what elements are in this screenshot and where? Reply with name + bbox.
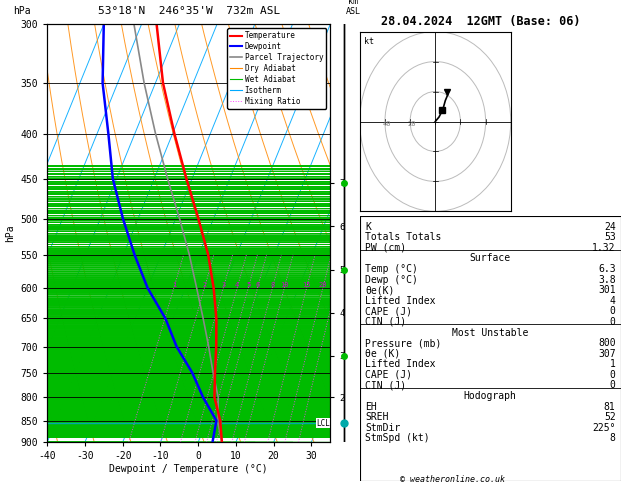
Text: θe(K): θe(K) xyxy=(365,285,394,295)
Text: 8: 8 xyxy=(610,434,616,443)
Text: PW (cm): PW (cm) xyxy=(365,243,406,253)
Text: 2: 2 xyxy=(203,282,206,288)
Text: 307: 307 xyxy=(598,349,616,359)
Text: 20: 20 xyxy=(319,282,327,288)
Text: 28.04.2024  12GMT (Base: 06): 28.04.2024 12GMT (Base: 06) xyxy=(381,15,581,28)
Text: 0: 0 xyxy=(610,306,616,316)
Text: 4: 4 xyxy=(235,282,239,288)
Text: CIN (J): CIN (J) xyxy=(365,381,406,390)
Text: 800: 800 xyxy=(598,338,616,348)
Text: hPa: hPa xyxy=(13,6,31,16)
Text: 3.8: 3.8 xyxy=(598,275,616,284)
Text: StmSpd (kt): StmSpd (kt) xyxy=(365,434,430,443)
Text: 0: 0 xyxy=(610,370,616,380)
Text: K: K xyxy=(365,222,371,231)
Y-axis label: hPa: hPa xyxy=(5,225,15,242)
Text: 52: 52 xyxy=(604,412,616,422)
Text: Lifted Index: Lifted Index xyxy=(365,295,435,306)
Text: 1.32: 1.32 xyxy=(592,243,616,253)
Text: 0: 0 xyxy=(610,381,616,390)
Text: CAPE (J): CAPE (J) xyxy=(365,306,412,316)
Text: km
ASL: km ASL xyxy=(345,0,360,16)
Text: 10: 10 xyxy=(280,282,289,288)
Text: Temp (°C): Temp (°C) xyxy=(365,264,418,274)
Text: 40: 40 xyxy=(382,121,391,127)
Text: LCL: LCL xyxy=(316,419,330,428)
Text: Dewp (°C): Dewp (°C) xyxy=(365,275,418,284)
Text: 24: 24 xyxy=(604,222,616,231)
Text: 8: 8 xyxy=(270,282,274,288)
Text: 301: 301 xyxy=(598,285,616,295)
X-axis label: Dewpoint / Temperature (°C): Dewpoint / Temperature (°C) xyxy=(109,464,268,474)
Text: StmDir: StmDir xyxy=(365,423,400,433)
Text: CAPE (J): CAPE (J) xyxy=(365,370,412,380)
Text: 0: 0 xyxy=(610,317,616,327)
Text: 4: 4 xyxy=(610,295,616,306)
Text: Pressure (mb): Pressure (mb) xyxy=(365,338,442,348)
Text: 15: 15 xyxy=(303,282,311,288)
Text: 53: 53 xyxy=(604,232,616,242)
Text: Surface: Surface xyxy=(470,253,511,263)
Text: Totals Totals: Totals Totals xyxy=(365,232,442,242)
Text: SREH: SREH xyxy=(365,412,389,422)
Legend: Temperature, Dewpoint, Parcel Trajectory, Dry Adiabat, Wet Adiabat, Isotherm, Mi: Temperature, Dewpoint, Parcel Trajectory… xyxy=(227,28,326,109)
Text: Lifted Index: Lifted Index xyxy=(365,359,435,369)
Text: 81: 81 xyxy=(604,402,616,412)
Text: Most Unstable: Most Unstable xyxy=(452,328,528,337)
Text: CIN (J): CIN (J) xyxy=(365,317,406,327)
Text: Hodograph: Hodograph xyxy=(464,391,517,401)
Text: θe (K): θe (K) xyxy=(365,349,400,359)
Text: 53°18'N  246°35'W  732m ASL: 53°18'N 246°35'W 732m ASL xyxy=(97,6,280,16)
Text: 3: 3 xyxy=(221,282,225,288)
Text: 5: 5 xyxy=(246,282,250,288)
Text: EH: EH xyxy=(365,402,377,412)
Text: 6: 6 xyxy=(255,282,260,288)
Text: © weatheronline.co.uk: © weatheronline.co.uk xyxy=(401,474,505,484)
Text: 20: 20 xyxy=(408,121,416,127)
Text: 1: 1 xyxy=(172,282,176,288)
Text: 6.3: 6.3 xyxy=(598,264,616,274)
Text: kt: kt xyxy=(364,36,374,46)
Text: 225°: 225° xyxy=(592,423,616,433)
Text: 1: 1 xyxy=(610,359,616,369)
